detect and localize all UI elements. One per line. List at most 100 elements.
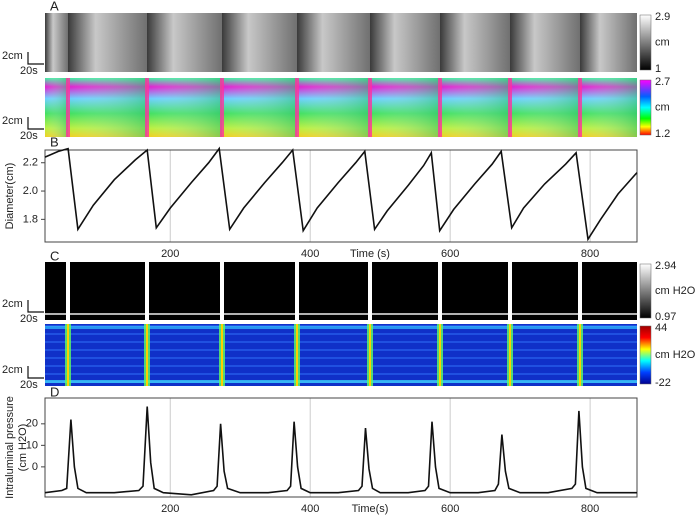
scale-time: 20s bbox=[20, 313, 38, 325]
colorbar-unit: cm H2O bbox=[655, 349, 696, 361]
strip-event bbox=[67, 324, 69, 386]
scale-bar bbox=[27, 52, 44, 65]
panel-label: D bbox=[50, 384, 59, 399]
scale-length: 2cm bbox=[2, 115, 23, 127]
strip-segment bbox=[147, 78, 222, 137]
strip-event bbox=[439, 324, 441, 386]
strip-event bbox=[508, 78, 512, 137]
strip-background bbox=[45, 324, 637, 386]
strip-event bbox=[145, 78, 149, 137]
colorbar-min: -22 bbox=[655, 377, 671, 389]
strip-segment bbox=[370, 78, 440, 137]
strip-event bbox=[369, 324, 371, 386]
strip-event bbox=[221, 324, 223, 386]
colorbar-min: 1.2 bbox=[655, 128, 670, 140]
strip-event bbox=[438, 78, 442, 137]
strip-background bbox=[45, 262, 637, 320]
strip-segment bbox=[222, 13, 297, 72]
scale-length: 2cm bbox=[2, 364, 23, 376]
strip-event bbox=[220, 78, 224, 137]
strip-segment bbox=[68, 78, 147, 137]
strip-event bbox=[66, 262, 70, 320]
scale-time: 20s bbox=[20, 130, 38, 142]
y-axis-label: (cm H2O) bbox=[17, 424, 29, 472]
scale-bar bbox=[27, 300, 44, 313]
strip-segment bbox=[370, 13, 440, 72]
strip-segment bbox=[297, 78, 370, 137]
strip-segment bbox=[45, 13, 68, 72]
colorbar-unit: cm bbox=[655, 36, 670, 48]
data-line bbox=[44, 146, 638, 242]
y-axis-label: Diameter(cm) bbox=[4, 163, 16, 230]
strip-event bbox=[579, 324, 581, 386]
x-tick-label: 400 bbox=[301, 503, 319, 515]
strip-segment bbox=[297, 13, 370, 72]
y-axis-label: Intraluminal pressure bbox=[4, 396, 16, 499]
strip-segment bbox=[440, 78, 510, 137]
colorbar bbox=[639, 79, 652, 136]
data-line bbox=[44, 406, 637, 496]
strip-event bbox=[220, 262, 224, 320]
strip-segment bbox=[510, 78, 580, 137]
colorbar bbox=[639, 325, 652, 385]
strip-event bbox=[438, 262, 442, 320]
panel-label: B bbox=[50, 134, 59, 149]
strip-segment bbox=[222, 78, 297, 137]
scale-time: 20s bbox=[20, 379, 38, 391]
colorbar bbox=[639, 263, 652, 319]
colorbar-max: 44 bbox=[655, 322, 667, 334]
strip-segment bbox=[580, 78, 637, 137]
colorbar-min: 0.97 bbox=[655, 311, 676, 323]
x-axis-label: Time(s) bbox=[352, 503, 389, 515]
strip-band bbox=[45, 326, 637, 329]
plot-frame bbox=[44, 149, 638, 243]
strip-event bbox=[66, 78, 70, 137]
x-tick-label: 600 bbox=[441, 503, 459, 515]
strip-event bbox=[508, 262, 512, 320]
x-tick-label: 200 bbox=[161, 503, 179, 515]
scale-length: 2cm bbox=[2, 298, 23, 310]
strip-event bbox=[368, 262, 372, 320]
colorbar-unit: cm bbox=[655, 101, 670, 113]
colorbar-unit: cm H2O bbox=[655, 285, 696, 297]
strip-segment bbox=[45, 78, 68, 137]
x-tick-label: 200 bbox=[161, 248, 179, 260]
strip-event bbox=[368, 78, 372, 137]
panel-label: A bbox=[50, 0, 59, 13]
strip-event bbox=[578, 78, 582, 137]
strip-segment bbox=[147, 13, 222, 72]
colorbar-max: 2.94 bbox=[655, 260, 676, 272]
colorbar-max: 2.9 bbox=[655, 11, 670, 23]
panel-label: C bbox=[50, 248, 59, 263]
strip-segment bbox=[68, 13, 147, 72]
y-tick-label: 2.2 bbox=[23, 157, 38, 169]
y-tick-label: 20 bbox=[26, 418, 38, 430]
x-tick-label: 600 bbox=[441, 248, 459, 260]
scale-bar bbox=[27, 117, 44, 130]
strip-event bbox=[509, 324, 511, 386]
y-tick-label: 10 bbox=[26, 439, 38, 451]
x-axis-label: Time (s) bbox=[350, 248, 390, 260]
strip-segment bbox=[440, 13, 510, 72]
x-tick-label: 800 bbox=[581, 248, 599, 260]
scale-length: 2cm bbox=[2, 50, 23, 62]
strip-event bbox=[296, 324, 298, 386]
strip-segment bbox=[580, 13, 637, 72]
strip-event bbox=[145, 262, 149, 320]
strip-event bbox=[295, 262, 299, 320]
colorbar-min: 1 bbox=[655, 63, 661, 75]
strip-event bbox=[578, 262, 582, 320]
colorbar-max: 2.7 bbox=[655, 76, 670, 88]
strip-band bbox=[45, 380, 637, 383]
y-tick-label: 2.0 bbox=[23, 185, 38, 197]
plot-frame bbox=[44, 397, 638, 498]
colorbar bbox=[639, 14, 652, 71]
strip-event bbox=[295, 78, 299, 137]
strip-segment bbox=[510, 13, 580, 72]
y-tick-label: 0 bbox=[32, 461, 38, 473]
scale-bar bbox=[27, 366, 44, 379]
x-tick-label: 400 bbox=[301, 248, 319, 260]
x-tick-label: 800 bbox=[581, 503, 599, 515]
scale-time: 20s bbox=[20, 65, 38, 77]
